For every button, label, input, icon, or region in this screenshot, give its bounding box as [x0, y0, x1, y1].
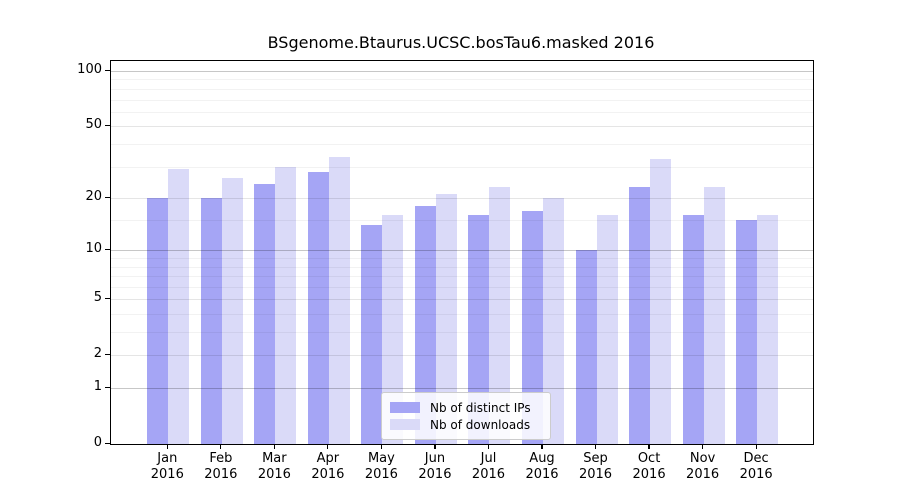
gridline-90	[111, 79, 813, 81]
gridline-5	[111, 299, 813, 301]
x-tick-label-apr: Apr 2016	[311, 451, 345, 482]
y-tick-label-0: 0	[93, 435, 102, 451]
bar-distinct-ips-nov	[682, 215, 704, 444]
bar-downloads-mar	[275, 166, 297, 444]
plot-area: Nb of distinct IPs Nb of downloads	[110, 60, 814, 445]
x-tick-label-oct: Oct 2016	[632, 451, 666, 482]
gridline-2	[111, 355, 813, 357]
x-tick-mark	[702, 444, 704, 449]
x-tick-mark	[541, 444, 543, 449]
y-tick-label-50: 50	[85, 117, 102, 133]
y-tick-mark	[105, 386, 110, 388]
x-tick-label-sep: Sep 2016	[578, 451, 613, 482]
gridline-9	[111, 258, 813, 260]
y-tick-mark	[105, 442, 110, 444]
y-tick-mark	[105, 196, 110, 198]
gridline-20	[111, 198, 813, 200]
bar-distinct-ips-apr	[307, 171, 329, 444]
gridline-70	[111, 99, 813, 101]
gridline-3	[111, 332, 813, 334]
x-tick-mark	[380, 444, 382, 449]
bar-distinct-ips-mar	[254, 183, 276, 444]
x-tick-label-aug: Aug 2016	[525, 451, 559, 482]
bar-downloads-aug	[543, 198, 564, 444]
y-tick-mark	[105, 297, 110, 300]
y-tick-mark	[105, 124, 110, 126]
x-tick-label-jun: Jun 2016	[418, 451, 452, 482]
gridline-60	[111, 111, 813, 113]
bar-distinct-ips-feb	[200, 198, 222, 444]
y-tick-label-10: 10	[85, 241, 102, 257]
bar-downloads-jan	[168, 169, 190, 444]
bar-downloads-may	[382, 215, 404, 444]
x-tick-label-may: May 2016	[364, 451, 398, 482]
y-tick-mark	[105, 353, 110, 356]
y-tick-label-1: 1	[93, 379, 102, 395]
bar-distinct-ips-oct	[629, 187, 651, 444]
gridline-6	[111, 286, 813, 288]
bar-distinct-ips-jun	[414, 206, 436, 444]
y-tick-label-5: 5	[93, 290, 102, 306]
x-tick-mark	[594, 444, 597, 449]
x-tick-label-jul: Jul 2016	[471, 451, 506, 482]
gridline-40	[111, 143, 813, 145]
x-tick-mark	[434, 444, 436, 449]
bar-downloads-nov	[703, 187, 725, 444]
gridline-7	[111, 276, 813, 278]
legend: Nb of distinct IPs Nb of downloads	[381, 392, 551, 440]
y-tick-mark	[105, 248, 110, 251]
x-tick-label-dec: Dec 2016	[739, 451, 773, 482]
gridline-50	[111, 126, 813, 128]
x-tick-label-feb: Feb 2016	[204, 451, 238, 482]
chart-title: BSgenome.Btaurus.UCSC.bosTau6.masked 201…	[267, 33, 655, 52]
bar-downloads-sep	[596, 215, 618, 444]
gridline-15	[111, 220, 813, 222]
grid-layer	[111, 61, 813, 444]
x-tick-mark	[755, 444, 757, 449]
gridline-4	[111, 314, 813, 316]
gridline-80	[111, 88, 813, 90]
x-tick-mark	[273, 444, 275, 449]
bar-distinct-ips-jan	[147, 198, 169, 444]
x-tick-mark	[166, 444, 168, 449]
bar-distinct-ips-sep	[575, 250, 597, 444]
y-tick-label-2: 2	[93, 346, 102, 362]
gridline-1	[111, 388, 813, 390]
legend-item-downloads: Nb of downloads	[390, 416, 542, 433]
bars-layer	[111, 61, 813, 444]
downloads-swatch	[390, 419, 420, 430]
bar-downloads-dec	[757, 215, 779, 444]
bar-downloads-oct	[650, 159, 672, 444]
x-tick-label-nov: Nov 2016	[686, 451, 720, 482]
bar-distinct-ips-dec	[736, 220, 758, 444]
x-tick-mark	[327, 444, 329, 449]
x-tick-label-mar: Mar 2016	[257, 451, 291, 482]
y-tick-label-20: 20	[85, 189, 102, 205]
legend-label-downloads: Nb of downloads	[430, 417, 531, 432]
legend-label-distinct-ips: Nb of distinct IPs	[430, 400, 531, 415]
bar-downloads-feb	[221, 177, 243, 444]
y-tick-label-100: 100	[77, 62, 102, 78]
legend-item-distinct-ips: Nb of distinct IPs	[390, 399, 542, 416]
bar-downloads-apr	[328, 156, 350, 444]
bar-downloads-jun	[435, 194, 457, 444]
bar-distinct-ips-may	[361, 225, 383, 444]
y-tick-mark	[105, 69, 110, 71]
x-tick-mark	[648, 444, 650, 449]
gridline-100	[111, 71, 813, 73]
distinct-ips-swatch	[390, 402, 420, 413]
x-tick-mark	[220, 444, 222, 449]
gridline-8	[111, 266, 813, 268]
bar-downloads-jul	[489, 187, 511, 444]
bar-distinct-ips-aug	[522, 210, 543, 444]
x-tick-label-jan: Jan 2016	[150, 451, 184, 482]
gridline-10	[111, 250, 813, 252]
bar-distinct-ips-jul	[468, 215, 490, 444]
x-tick-mark	[487, 444, 490, 449]
gridline-30	[111, 166, 813, 168]
